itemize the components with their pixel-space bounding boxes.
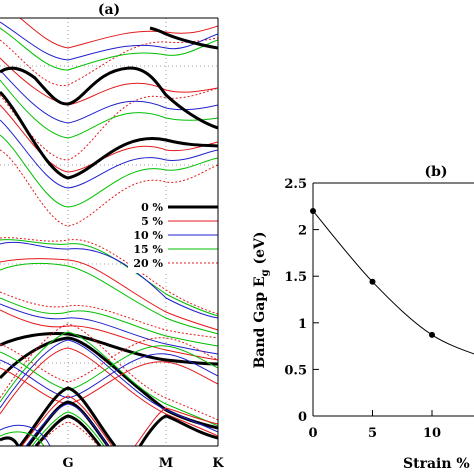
band-gap-point [429,331,435,338]
band-5pct-valence [0,309,218,361]
band-gap-panel: 0 0.5 1 1.5 2 2.5 0 5 10 (b) Strain % Band Gap … [252,164,474,472]
band-20pct-valence [0,291,218,339]
band-20pct-conduction [0,149,218,227]
y-tick-label: 2 [298,224,307,239]
band-grid [0,18,218,446]
y-tick-label: 0 [298,410,307,425]
legend-label: 15 % [133,243,163,256]
legend: 0 % 5 % 10 % 15 % 20 % [128,199,220,273]
x-tick-label: G [62,456,73,471]
band-15pct-conduction [0,27,218,71]
band-gap-point [310,207,316,214]
panel-a-label: (a) [98,2,120,18]
y-tick-label: 2.5 [284,177,307,192]
y-axis-title-main: Band Gap E [252,276,268,368]
x-tick-label: 0 [308,426,317,441]
band-15pct-valence [0,239,218,317]
band-15pct-conduction [0,134,218,208]
band-10pct-valence [0,353,218,399]
band-5pct-conduction [19,18,218,49]
band-gap-point [369,278,376,285]
band-15pct-valence [0,262,218,335]
band-15pct-valence [31,411,105,446]
band-5pct-valence [0,347,218,437]
legend-label: 0 % [141,201,163,214]
y-tick-label: 1.5 [284,270,307,285]
legend-label: 20 % [133,257,163,270]
band-0pct-valence [0,436,20,446]
band-gap-series [312,210,474,355]
band-15pct-valence [0,345,218,391]
band-15pct-valence [0,331,218,427]
band-0pct-valence [0,332,218,366]
x-tick-label: 5 [368,426,377,441]
legend-label: 5 % [141,215,163,228]
band-10pct-valence [0,241,218,319]
band-5pct-valence [0,258,218,331]
y-axis-title: Band Gap Eg (eV) [252,231,271,368]
band-0pct-valence [138,414,218,446]
band-20pct-conduction [0,87,218,161]
band-10pct-valence [0,424,51,446]
x-tick-label: K [212,456,224,471]
band-10pct-valence [0,303,218,355]
band-gap-points [310,207,435,338]
band-20pct-valence [0,337,218,383]
band-0pct-valence [18,386,117,446]
x-tick-label: 10 [423,426,441,441]
x-tick-label: M [159,456,173,471]
band-structure-panel: 0 % 5 % 10 % 15 % 20 % (a) [0,2,224,471]
band-0pct-conduction [0,90,218,180]
band-10pct-conduction [0,119,218,189]
x-axis-ticks: 0 5 10 [308,410,441,441]
legend-item: 0 % [141,201,218,214]
band-10pct-valence [25,403,109,446]
band-5pct-valence [0,361,218,405]
y-axis-title-sub: g [260,269,271,276]
legend-item: 15 % [133,243,218,256]
band-20pct-conduction [0,37,218,86]
legend-item: 20 % [133,257,218,270]
legend-label: 10 % [133,229,163,242]
band-5pct-valence [21,395,113,446]
legend-item: 10 % [133,229,218,242]
y-tick-label: 0.5 [284,363,307,378]
band-10pct-valence [0,339,218,433]
band-5pct-valence [134,407,218,446]
x-axis-title: Strain % [403,456,470,472]
y-axis-ticks: 0 0.5 1 1.5 2 2.5 [284,177,319,425]
band-10pct-conduction [0,21,218,61]
y-tick-label: 1 [298,317,307,332]
band-10pct-conduction [0,69,218,124]
band-20pct-valence [0,323,218,421]
band-0pct-valence [34,414,102,446]
legend-item: 5 % [141,215,218,228]
band-15pct-valence [0,297,218,347]
band-5pct-conduction [0,57,218,106]
band-0pct-conduction [149,26,218,50]
y-axis-title-unit: (eV) [252,231,268,269]
band-15pct-conduction [0,79,218,139]
band-15pct-valence [0,431,45,446]
band-gap-line [312,210,474,355]
band-20pct-valence [0,237,218,315]
panel-b-label: (b) [424,164,447,180]
band-0pct-conduction [0,66,218,130]
